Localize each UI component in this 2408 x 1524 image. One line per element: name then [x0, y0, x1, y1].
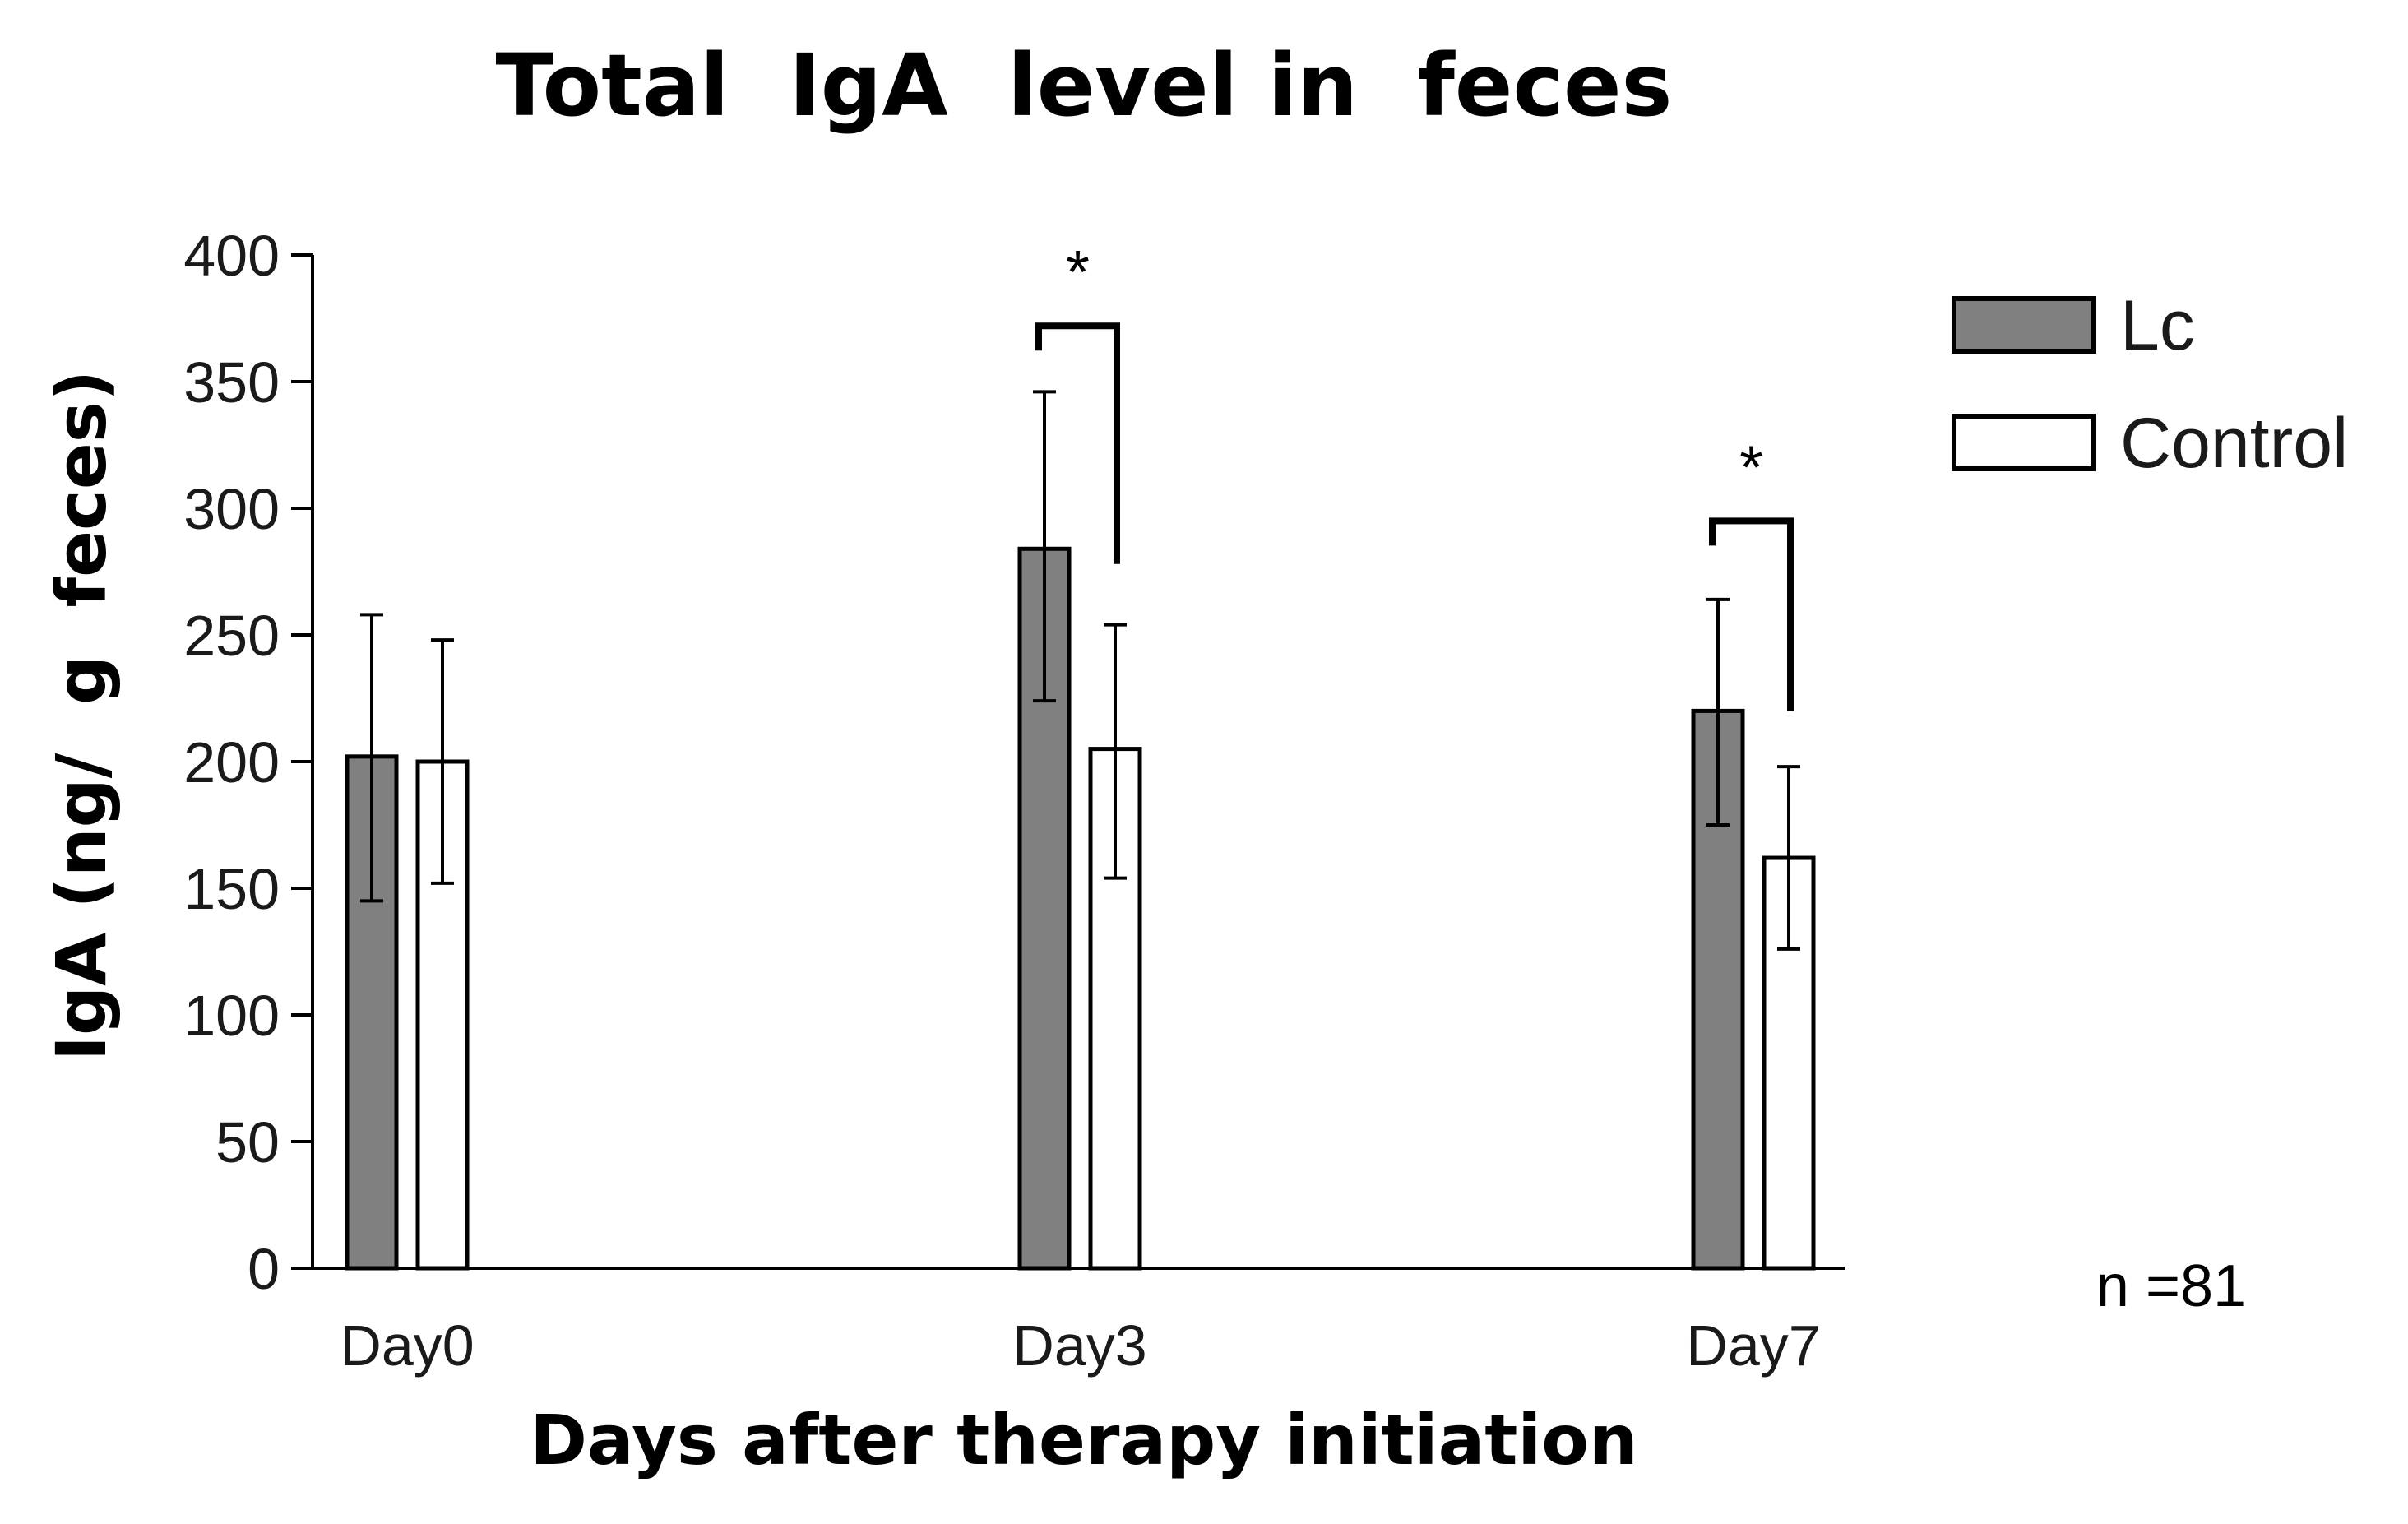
- y-tick-label: 250: [183, 604, 280, 668]
- bracket-line: [1709, 517, 1794, 711]
- bars-layer: [345, 546, 1816, 1271]
- error-bar-lc-day7: [1706, 597, 1730, 827]
- y-tick-label: 350: [183, 350, 280, 415]
- significance-bracket-day3: *: [1035, 238, 1120, 564]
- y-tick-label: 50: [215, 1110, 280, 1174]
- y-tick-label: 0: [248, 1237, 280, 1301]
- error-bars-layer: [360, 390, 1800, 951]
- legend-label-lc: Lc: [2120, 286, 2195, 365]
- legend: Lc Control: [1952, 286, 2348, 483]
- sample-size-annotation: n =81: [2096, 1253, 2246, 1319]
- error-bar-control-day0: [431, 638, 454, 885]
- legend-label-control: Control: [2120, 404, 2348, 483]
- y-tick-label: 150: [183, 857, 280, 921]
- x-tick-label: Day0: [340, 1313, 474, 1378]
- x-tick-label: Day7: [1686, 1313, 1820, 1378]
- significance-star: *: [1066, 238, 1090, 306]
- x-axis-title: Days after therapy initiation: [530, 1400, 1638, 1480]
- y-tick-label: 300: [183, 477, 280, 541]
- y-tick-label: 400: [183, 224, 280, 288]
- y-tick-labels: 0 50 100 150 200 250 300 350 400: [183, 224, 313, 1301]
- legend-swatch-control: [1952, 414, 2096, 471]
- legend-item-lc: Lc: [1952, 286, 2195, 365]
- error-bar-control-day7: [1777, 765, 1800, 951]
- error-bar-lc-day3: [1033, 390, 1056, 703]
- significance-layer: **: [1035, 238, 1794, 711]
- bracket-line: [1035, 322, 1120, 564]
- y-tick-label: 100: [183, 984, 280, 1048]
- significance-star: *: [1739, 433, 1763, 501]
- chart-title: Total IgA level in feces: [496, 35, 1673, 136]
- error-bar-control-day3: [1104, 623, 1127, 880]
- y-axis-title: IgA (ng/ g feces): [41, 370, 122, 1061]
- x-tick-labels: Day0 Day3 Day7: [340, 1313, 1820, 1378]
- x-tick-label: Day3: [1012, 1313, 1146, 1378]
- significance-bracket-day7: *: [1709, 433, 1794, 711]
- legend-swatch-lc: [1952, 296, 2096, 354]
- legend-item-control: Control: [1952, 404, 2348, 483]
- y-tick-label: 200: [183, 730, 280, 794]
- error-bar-lc-day0: [360, 613, 383, 903]
